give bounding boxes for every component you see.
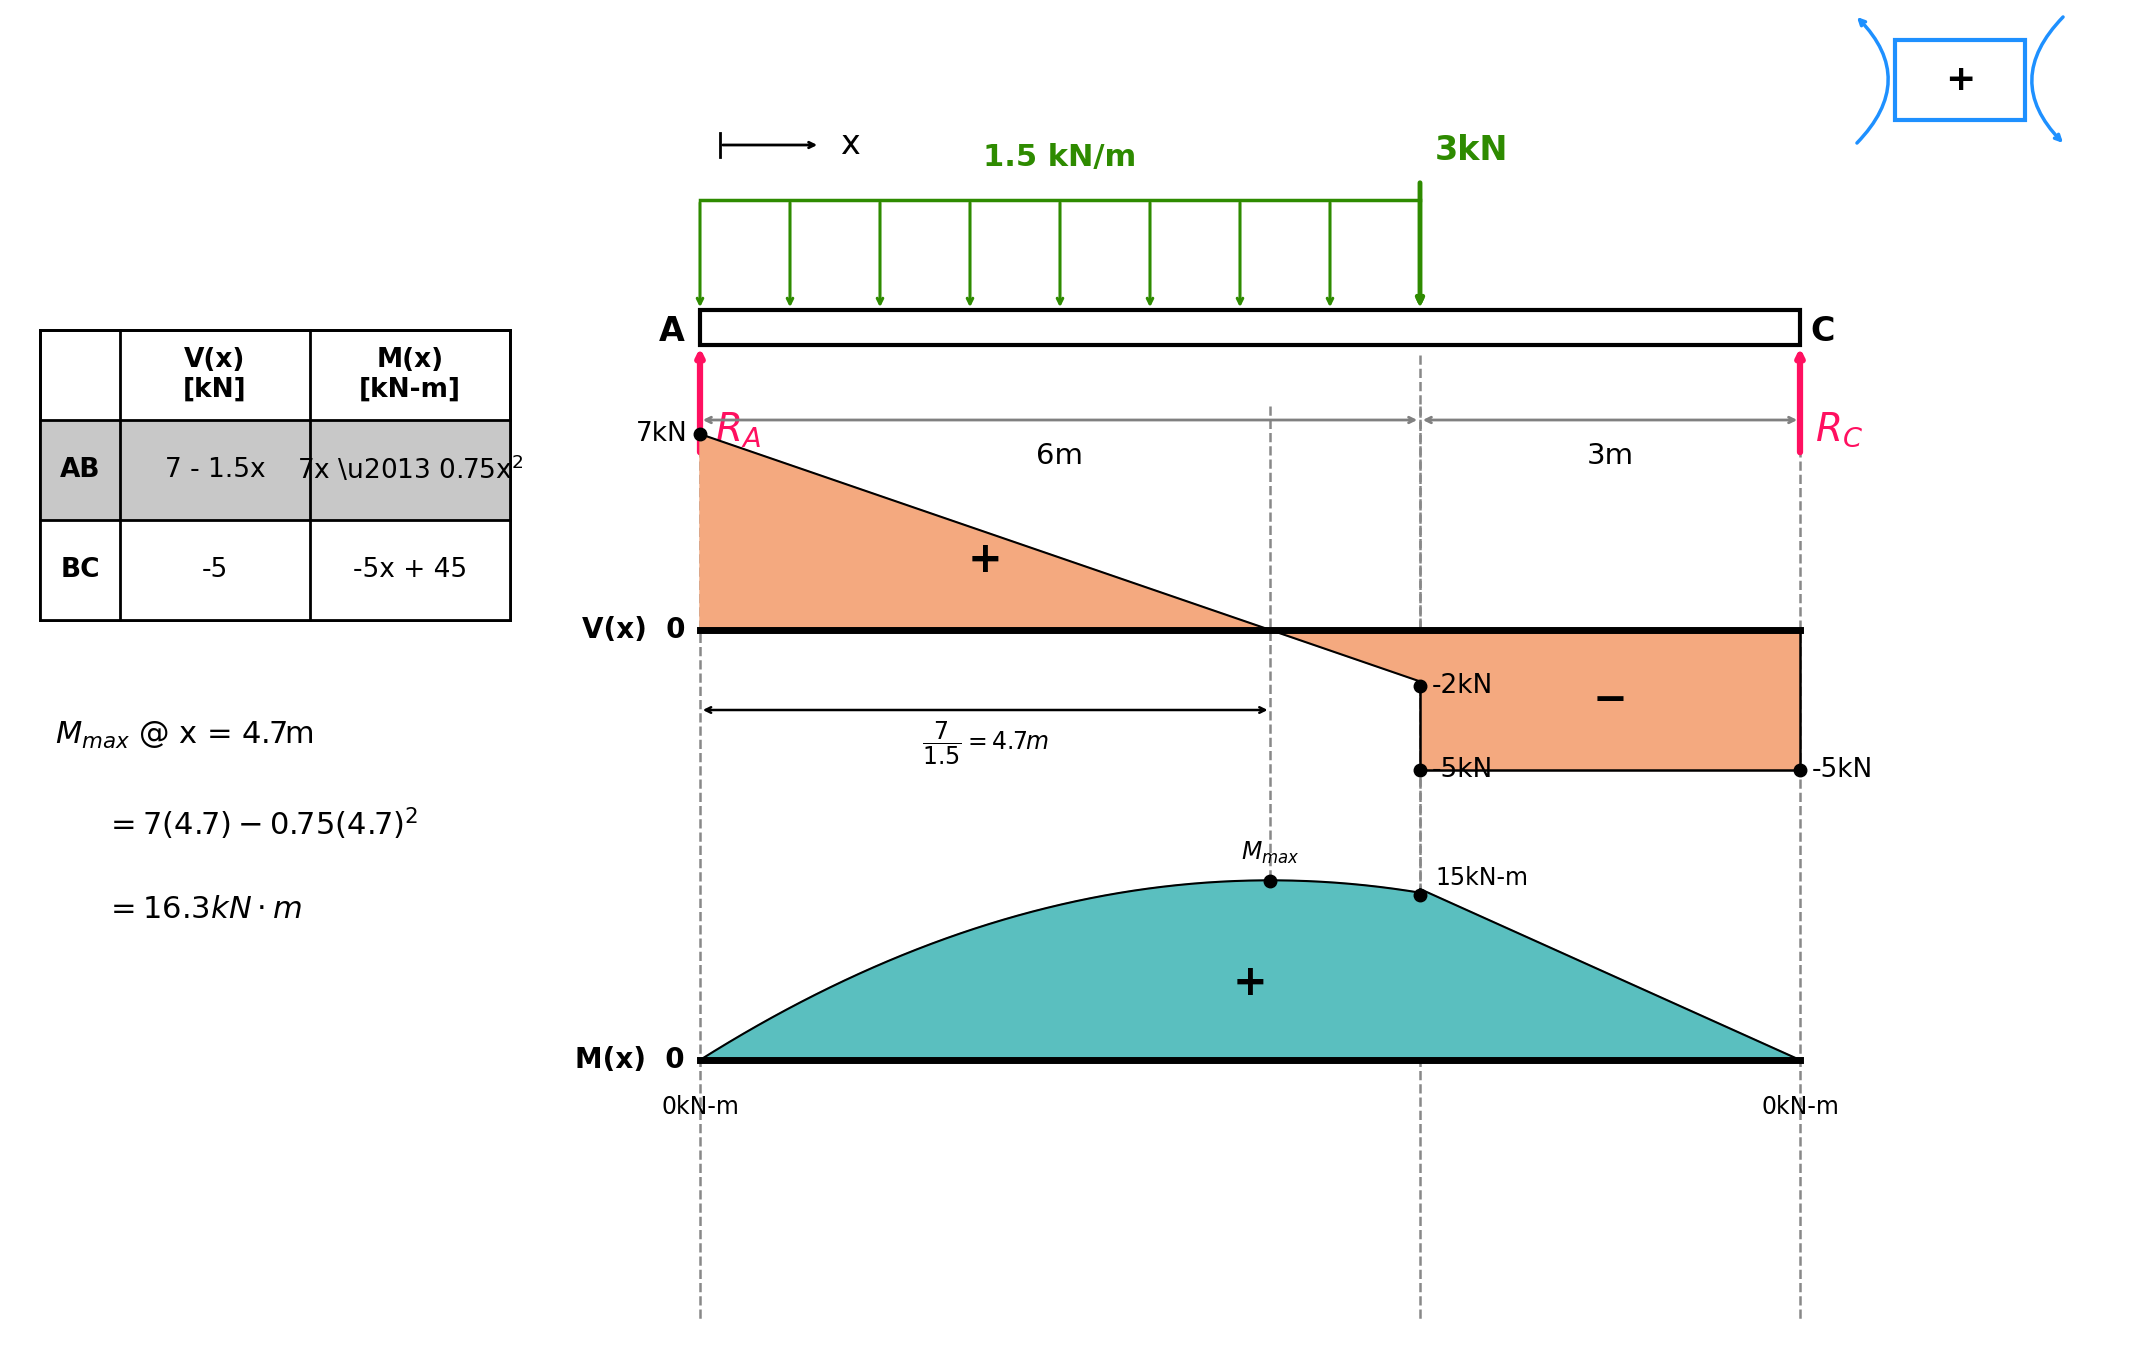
Polygon shape	[701, 880, 1801, 1060]
Text: $M_{max}$: $M_{max}$	[1241, 840, 1299, 865]
Text: $R_C$: $R_C$	[1816, 410, 1863, 450]
Text: A: A	[660, 315, 686, 348]
Text: x: x	[839, 128, 861, 162]
Bar	[41, 420, 511, 520]
Text: 6m: 6m	[1036, 441, 1083, 470]
Text: −: −	[1593, 679, 1628, 721]
Polygon shape	[1271, 630, 1420, 682]
Polygon shape	[701, 433, 1271, 630]
Text: 0kN-m: 0kN-m	[660, 1095, 739, 1119]
Text: $= 7(4.7) - 0.75(4.7)^2$: $= 7(4.7) - 0.75(4.7)^2$	[105, 805, 419, 841]
Text: $R_A$: $R_A$	[716, 410, 760, 450]
Polygon shape	[1420, 630, 1801, 770]
Text: $= 16.3kN \cdot m$: $= 16.3kN \cdot m$	[105, 895, 301, 923]
Text: V(x)  0: V(x) 0	[581, 616, 686, 644]
Text: 0kN-m: 0kN-m	[1760, 1095, 1839, 1119]
Text: M(x)
[kN-m]: M(x) [kN-m]	[359, 347, 461, 404]
Text: -2kN: -2kN	[1431, 674, 1493, 699]
Text: B: B	[1425, 315, 1450, 348]
Text: BC: BC	[60, 558, 100, 583]
Text: +: +	[1944, 63, 1976, 97]
Text: +: +	[1232, 963, 1267, 1004]
Text: +: +	[968, 539, 1002, 580]
Text: -5x + 45: -5x + 45	[352, 558, 468, 583]
Text: C: C	[1809, 315, 1835, 348]
Text: 7 - 1.5x: 7 - 1.5x	[164, 458, 265, 483]
Text: 15kN-m: 15kN-m	[1435, 865, 1527, 890]
Text: AB: AB	[60, 458, 100, 483]
Text: 3m: 3m	[1587, 441, 1634, 470]
Bar	[701, 310, 1801, 346]
Bar	[1895, 40, 2025, 120]
Text: 3kN: 3kN	[1435, 134, 1508, 166]
Bar	[41, 329, 511, 620]
Text: 7x \u2013 0.75x$^2$: 7x \u2013 0.75x$^2$	[297, 455, 523, 485]
Bar	[41, 520, 511, 620]
Text: V(x)
[kN]: V(x) [kN]	[184, 347, 248, 404]
Text: $M_{max}$ @ x = 4.7m: $M_{max}$ @ x = 4.7m	[56, 720, 314, 751]
Text: -5kN: -5kN	[1431, 757, 1493, 783]
Text: -5: -5	[203, 558, 229, 583]
Text: 7kN: 7kN	[637, 421, 688, 447]
Text: -5kN: -5kN	[1811, 757, 1873, 783]
Text: M(x)  0: M(x) 0	[575, 1046, 686, 1075]
Text: 1.5 kN/m: 1.5 kN/m	[983, 143, 1136, 171]
Text: $\dfrac{7}{1.5} = 4.7m$: $\dfrac{7}{1.5} = 4.7m$	[923, 720, 1049, 767]
